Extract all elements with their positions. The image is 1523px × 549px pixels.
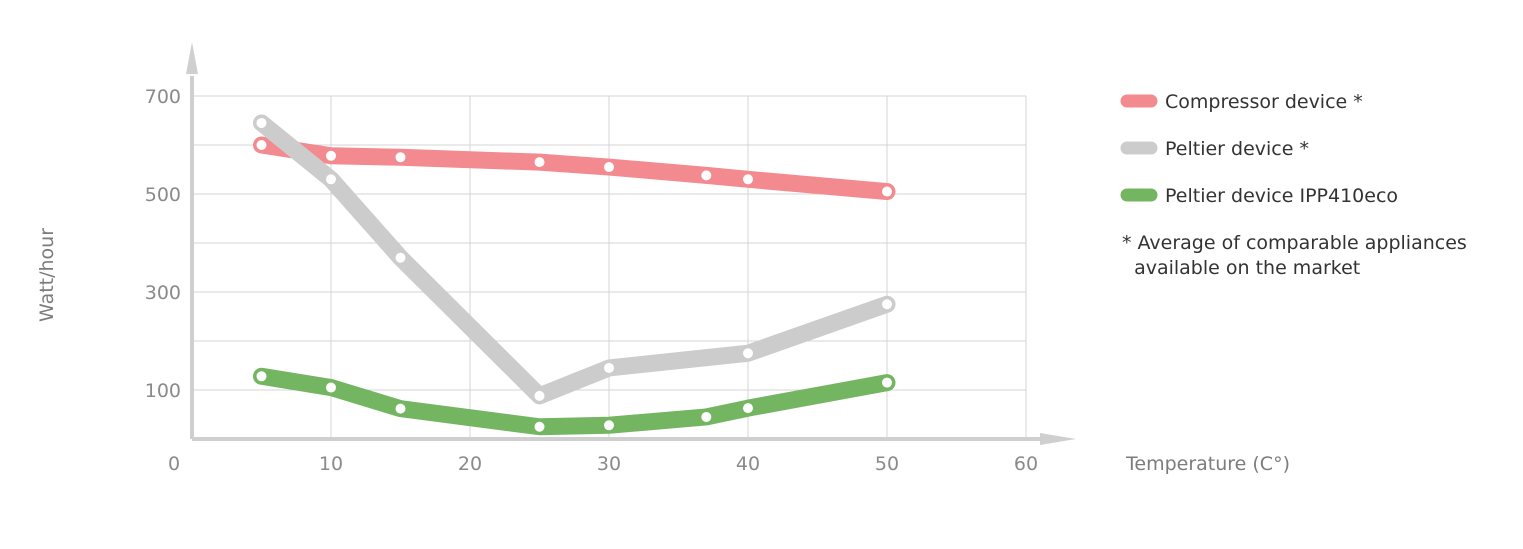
x-tick-label: 0 xyxy=(168,453,180,475)
y-axis-title: Watt/hour xyxy=(36,228,58,322)
y-tick-label: 700 xyxy=(145,86,181,108)
data-point xyxy=(882,299,892,310)
data-point xyxy=(395,403,406,414)
legend-label: Peltier device IPP410eco xyxy=(1165,185,1398,207)
series-line-1 xyxy=(253,136,896,201)
series-line-3 xyxy=(253,367,896,436)
data-point xyxy=(256,371,267,382)
y-axis-arrow xyxy=(186,42,198,74)
x-tick-label: 10 xyxy=(319,453,343,475)
legend-label: Peltier device * xyxy=(1165,138,1309,160)
data-point xyxy=(604,162,614,173)
data-point xyxy=(326,150,336,161)
x-tick-label: 30 xyxy=(597,453,621,475)
chart-note: * Average of comparable appliances avail… xyxy=(1122,232,1467,279)
chart-axes xyxy=(186,42,1076,445)
series-points xyxy=(256,117,892,432)
x-tick-label: 60 xyxy=(1014,453,1038,475)
y-tick-label: 500 xyxy=(145,184,181,206)
data-point xyxy=(743,348,753,359)
y-tick-labels: 100 300 500 700 xyxy=(145,86,181,402)
y-tick-label: 300 xyxy=(145,282,181,304)
data-point xyxy=(743,174,753,185)
y-tick-label: 100 xyxy=(145,380,181,402)
data-point xyxy=(534,157,545,168)
data-point xyxy=(395,252,406,263)
data-point xyxy=(326,174,336,185)
data-point xyxy=(256,117,267,128)
data-point xyxy=(604,420,614,431)
series-lines xyxy=(253,114,896,436)
data-point xyxy=(534,421,545,432)
x-tick-label: 50 xyxy=(875,453,899,475)
data-point xyxy=(534,390,545,401)
x-tick-labels: 0 10 20 30 40 50 60 xyxy=(168,453,1038,475)
data-point xyxy=(256,140,267,150)
x-axis-arrow xyxy=(1040,433,1076,445)
data-point xyxy=(701,170,712,181)
x-tick-label: 20 xyxy=(458,453,482,475)
chart-legend: Compressor device * Peltier device * Pelti… xyxy=(1120,91,1398,207)
data-point xyxy=(882,377,892,388)
data-point xyxy=(395,152,406,163)
legend-label: Compressor device * xyxy=(1165,91,1363,113)
data-point xyxy=(882,186,892,197)
data-point xyxy=(604,362,614,373)
x-axis-title: Temperature (C°) xyxy=(1125,453,1290,475)
data-point xyxy=(326,382,336,393)
data-point xyxy=(701,411,712,422)
data-point xyxy=(743,403,753,414)
x-tick-label: 40 xyxy=(736,453,760,475)
